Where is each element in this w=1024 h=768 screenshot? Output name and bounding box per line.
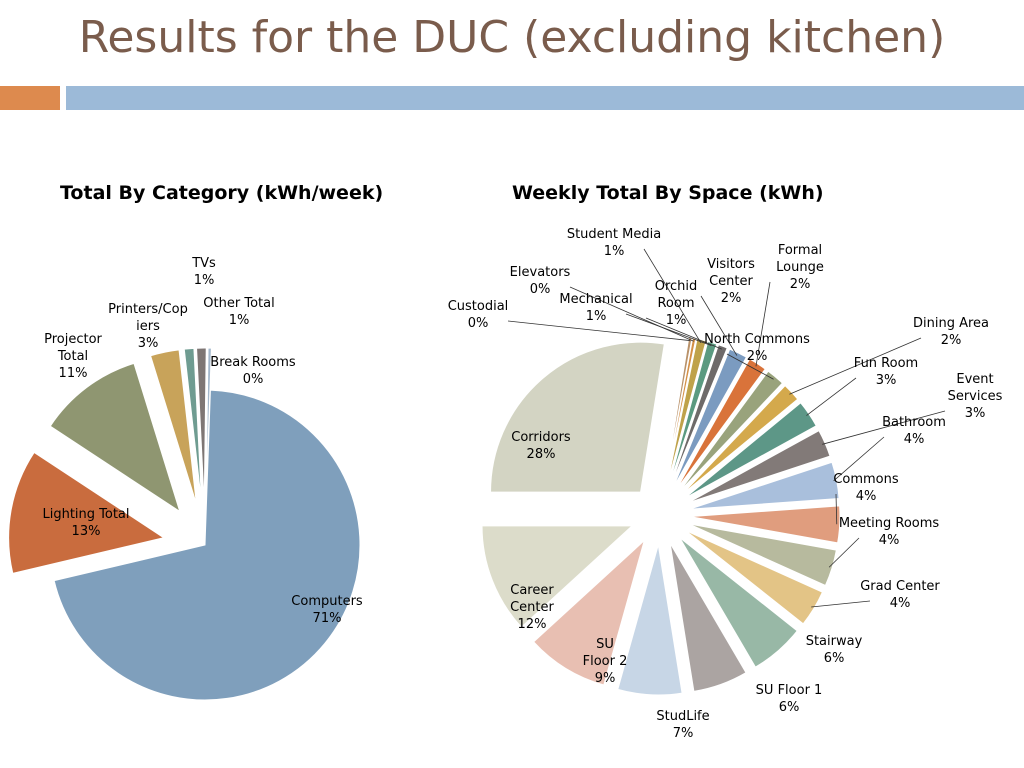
leader-line-orchid-room bbox=[645, 317, 722, 350]
leader-line-north-commons bbox=[726, 353, 774, 380]
data-label-event-services: Event Services 3% bbox=[948, 372, 1003, 421]
pie-slice-north-commons bbox=[678, 370, 784, 493]
pie-slice-printers-copiers bbox=[149, 349, 197, 505]
pie-slice-lighting-total bbox=[8, 451, 165, 574]
accent-bar-orange bbox=[0, 86, 60, 110]
leader-line-bathroom bbox=[833, 436, 885, 482]
data-label-su-floor-2: SU Floor 2 9% bbox=[583, 637, 628, 686]
data-label-meeting-rooms: Meeting Rooms 4% bbox=[839, 516, 940, 548]
pie-slice-break-rooms bbox=[205, 347, 212, 504]
data-label-grad-center: Grad Center 4% bbox=[860, 579, 940, 611]
data-label-dining-area: Dining Area 2% bbox=[913, 316, 989, 348]
leader-line-formal-lounge bbox=[755, 281, 771, 367]
data-label-mechanical: Mechanical 1% bbox=[559, 292, 632, 324]
data-label-break-rooms: Break Rooms 0% bbox=[210, 355, 296, 387]
data-label-formal-lounge: Formal Lounge 2% bbox=[776, 243, 824, 292]
data-label-north-commons: North Commons 2% bbox=[704, 332, 810, 364]
leader-line-fun-room bbox=[806, 377, 857, 416]
data-label-custodial: Custodial 0% bbox=[448, 299, 509, 331]
pie-slice-su-floor-2 bbox=[532, 539, 646, 686]
pie-slice-orchid-room bbox=[670, 344, 728, 488]
pie-slice-event-services bbox=[687, 429, 831, 504]
leader-line-visitors-center bbox=[700, 295, 738, 356]
data-label-stairway: Stairway 6% bbox=[806, 634, 863, 666]
data-label-corridors: Corridors 28% bbox=[511, 430, 571, 462]
leader-line-student-media bbox=[643, 248, 702, 343]
leader-line-dining-area bbox=[789, 337, 922, 395]
pie-slice-formal-lounge bbox=[675, 358, 766, 491]
leader-line-grad-center bbox=[811, 600, 871, 608]
data-label-elevators: Elevators 0% bbox=[510, 265, 571, 297]
pie-slice-su-floor-1 bbox=[669, 542, 747, 692]
slide-title: Results for the DUC (excluding kitchen) bbox=[78, 12, 946, 63]
pie-slice-dining-area bbox=[681, 384, 799, 495]
data-label-visitors-center: Visitors Center 2% bbox=[707, 257, 755, 306]
data-label-other-total: Other Total 1% bbox=[203, 296, 274, 328]
data-label-career-center: Career Center 12% bbox=[510, 583, 554, 632]
pie-category: Computers 71% Lighting Total 13% Projector To… bbox=[8, 256, 363, 701]
leader-line-mechanical bbox=[625, 313, 712, 347]
data-label-bathroom: Bathroom 4% bbox=[882, 415, 946, 447]
data-label-orchid-room: Orchid Room 1% bbox=[655, 279, 698, 328]
pie-space: Corridors 28% Custodial 0%Elevators 0% Studen… bbox=[448, 227, 1003, 741]
chart-title-space: Weekly Total By Space (kWh) bbox=[512, 182, 824, 204]
pie-slice-career-center bbox=[481, 525, 634, 628]
data-label-studlife: StudLife 7% bbox=[656, 709, 709, 741]
data-label-su-floor-1: SU Floor 1 6% bbox=[756, 683, 823, 715]
chart-title-category: Total By Category (kWh/week) bbox=[60, 182, 384, 204]
pie-slice-commons bbox=[689, 505, 841, 544]
data-label-computers: Computers 71% bbox=[291, 594, 363, 626]
accent-bar-blue bbox=[66, 86, 1024, 110]
leader-line-meeting-rooms bbox=[828, 537, 860, 568]
pie-slice-mechanical bbox=[668, 340, 718, 487]
pie-slice-stairway bbox=[679, 537, 798, 668]
pie-slice-corridors bbox=[490, 341, 665, 493]
leader-line-commons bbox=[835, 493, 838, 525]
data-label-projector-total: Projector Total 11% bbox=[44, 332, 102, 381]
pie-slice-studlife bbox=[617, 544, 683, 696]
pie-slice-tvs bbox=[183, 347, 203, 504]
leader-line-elevators bbox=[569, 286, 694, 342]
pie-slice-projector-total bbox=[49, 362, 181, 513]
data-label-tvs: TVs 1% bbox=[191, 256, 216, 288]
pie-slice-bathroom bbox=[689, 461, 840, 510]
pie-slice-visitors-center bbox=[672, 348, 748, 489]
data-label-fun-room: Fun Room 3% bbox=[854, 356, 918, 388]
data-label-commons: Commons 4% bbox=[833, 472, 899, 504]
data-label-lighting-total: Lighting Total 13% bbox=[42, 507, 129, 539]
pie-slice-other-total bbox=[196, 347, 207, 504]
pie-slice-grad-center bbox=[685, 530, 824, 625]
leader-line-custodial bbox=[507, 320, 690, 341]
leader-line-event-services bbox=[822, 410, 946, 445]
pie-slice-meeting-rooms bbox=[688, 523, 837, 587]
pie-slice-computers bbox=[53, 389, 361, 701]
data-label-printers-copiers: Printers/Cop iers 3% bbox=[108, 302, 188, 351]
data-label-student-media: Student Media 1% bbox=[567, 227, 661, 259]
